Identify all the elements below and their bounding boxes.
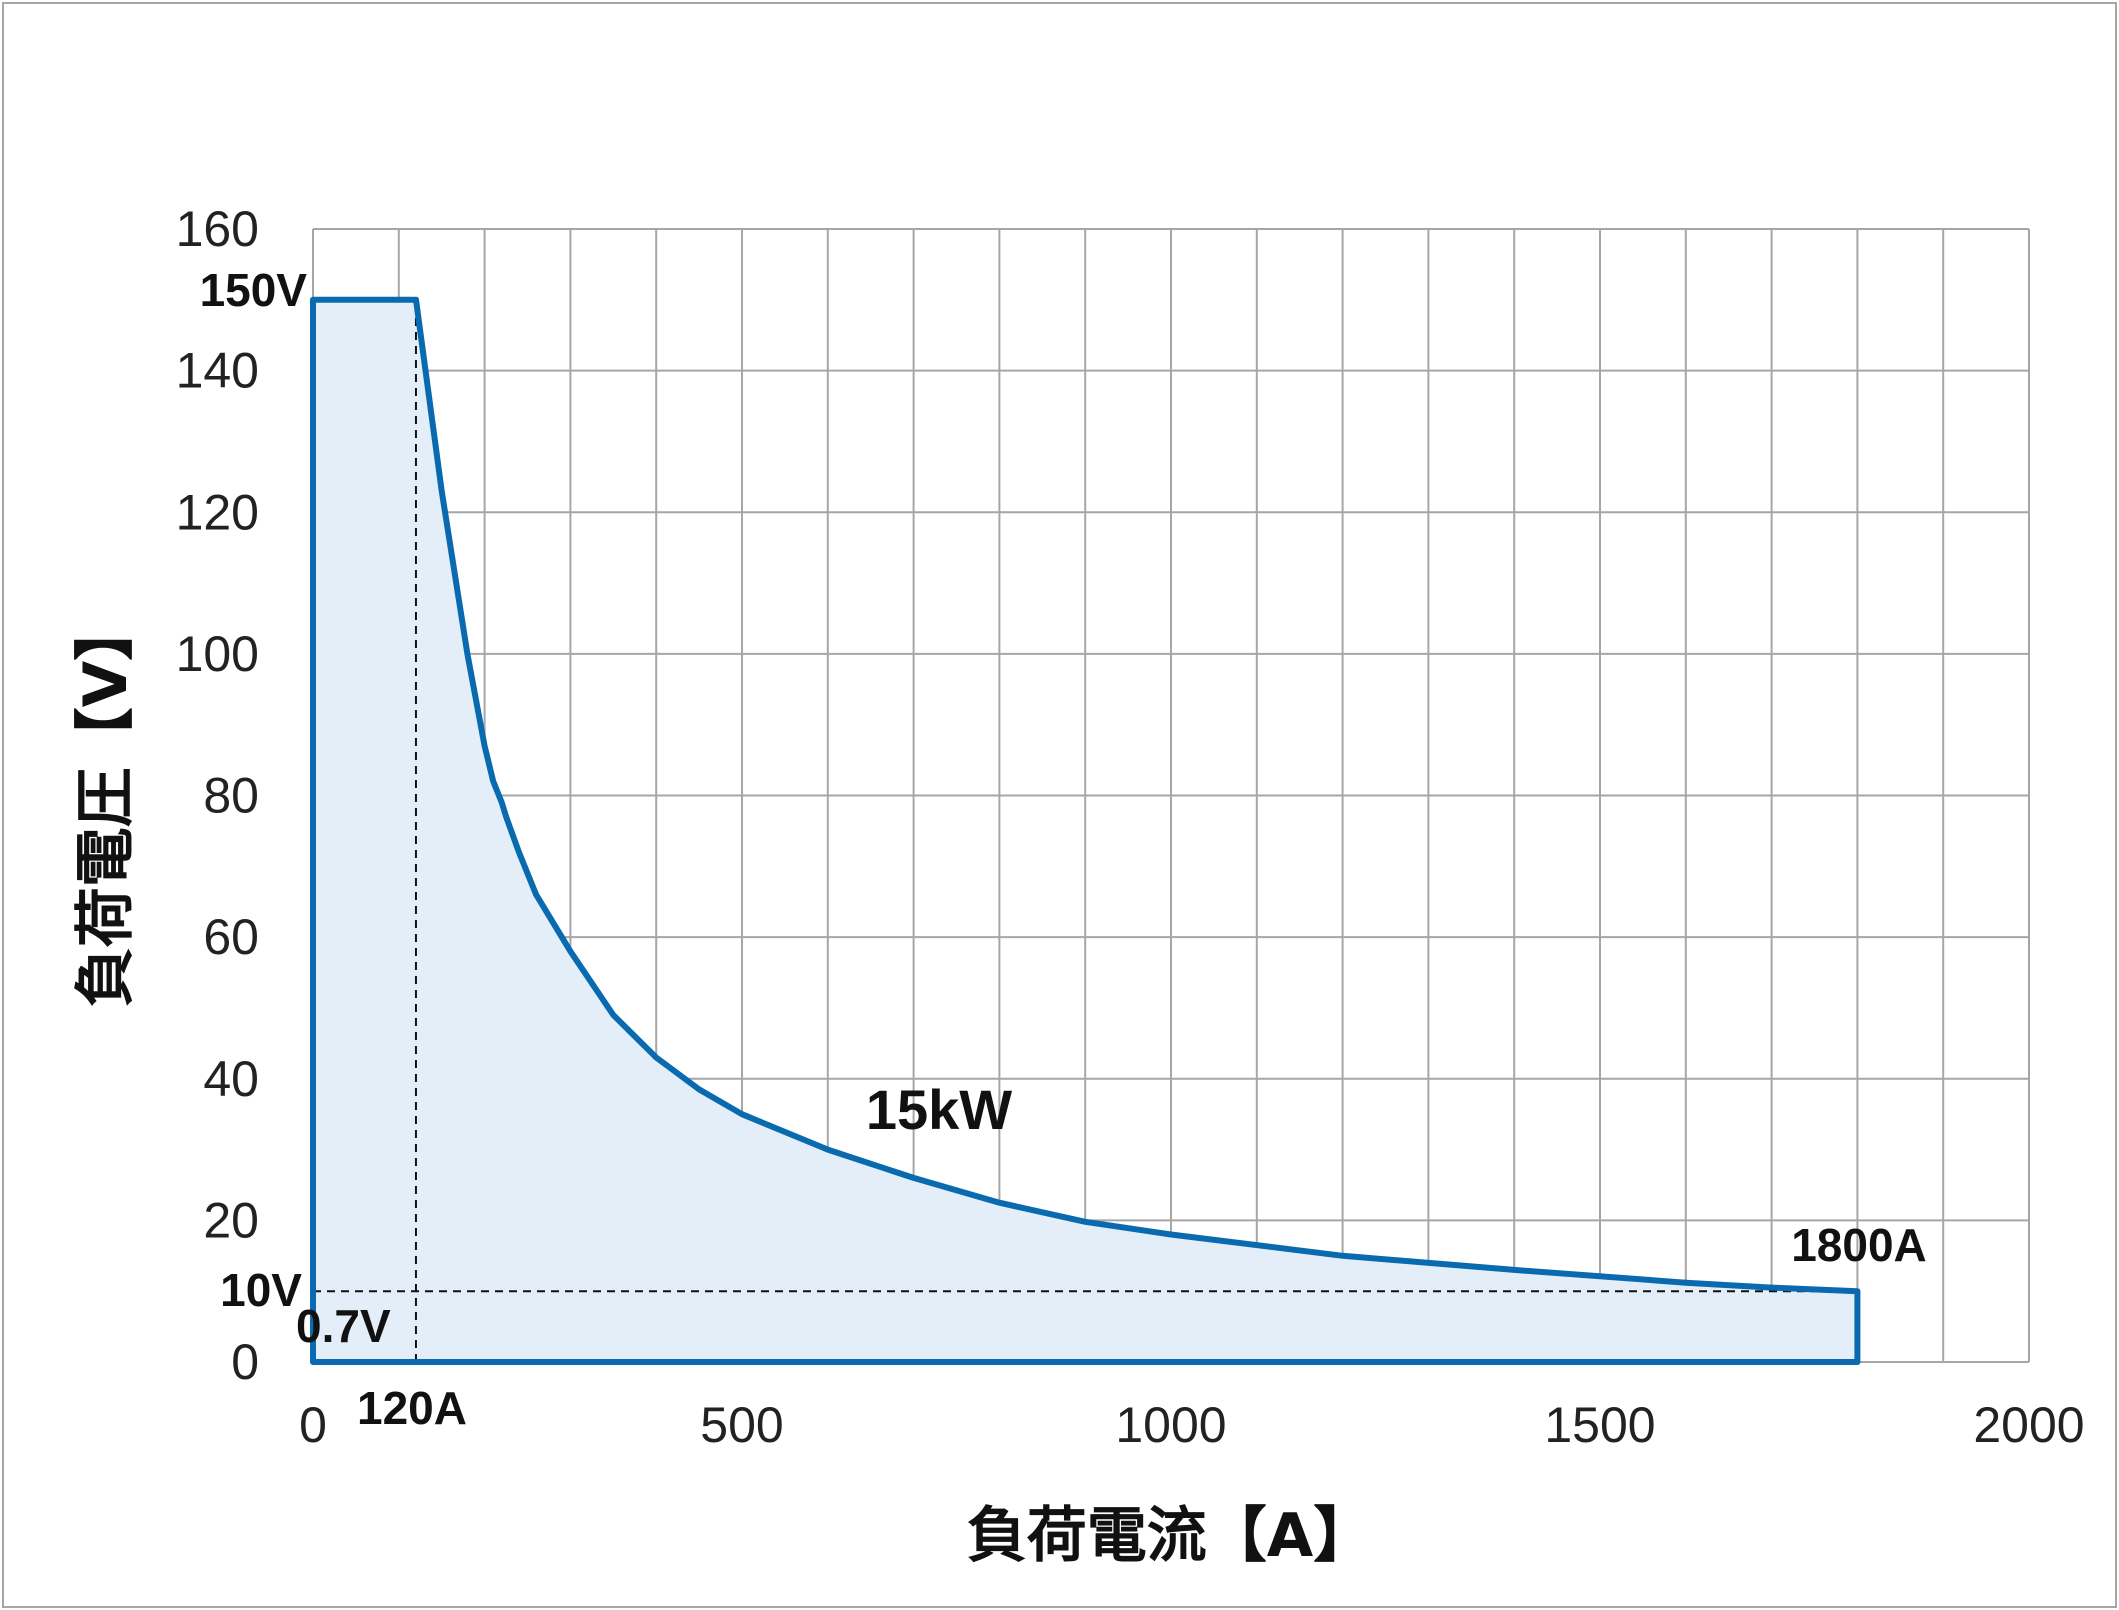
y-tick-label: 160 bbox=[176, 201, 259, 257]
y-axis-title: 負荷電圧【V】 bbox=[71, 601, 141, 1007]
y-tick-label: 40 bbox=[203, 1051, 259, 1107]
annotation-15kw: 15kW bbox=[866, 1078, 1012, 1141]
x-tick-label: 1000 bbox=[1115, 1397, 1226, 1453]
chart-svg: 0 20 40 60 80 100 120 140 160 0 500 1000 1500 2000 15… bbox=[71, 201, 2085, 1571]
annotation-1800a: 1800A bbox=[1791, 1219, 1927, 1271]
series-line-15kw bbox=[310, 296, 1861, 1365]
x-tick-label: 0 bbox=[299, 1397, 327, 1453]
x-axis-title: 負荷電流【A】 bbox=[967, 1501, 1373, 1571]
y-tick-label: 60 bbox=[203, 909, 259, 965]
y-tick-label: 20 bbox=[203, 1192, 259, 1248]
x-tick-label: 1500 bbox=[1544, 1397, 1655, 1453]
y-tick-label: 120 bbox=[176, 484, 259, 540]
reference-lines bbox=[313, 299, 1858, 1362]
annotation-0-7v: 0.7V bbox=[296, 1300, 391, 1352]
y-tick-label: 140 bbox=[176, 343, 259, 399]
y-tick-label: 100 bbox=[176, 626, 259, 682]
annotation-150v: 150V bbox=[200, 264, 308, 316]
x-tick-label: 2000 bbox=[1973, 1397, 2084, 1453]
x-tick-label: 500 bbox=[700, 1397, 783, 1453]
operating-area-fill bbox=[313, 299, 1858, 1362]
annotation-10v: 10V bbox=[220, 1264, 302, 1316]
y-tick-label: 0 bbox=[231, 1334, 259, 1390]
tick-labels: 0 20 40 60 80 100 120 140 160 0 500 1000 1500 2000 bbox=[176, 201, 2085, 1453]
annotation-120a: 120A bbox=[357, 1382, 467, 1434]
y-tick-label: 80 bbox=[203, 768, 259, 824]
